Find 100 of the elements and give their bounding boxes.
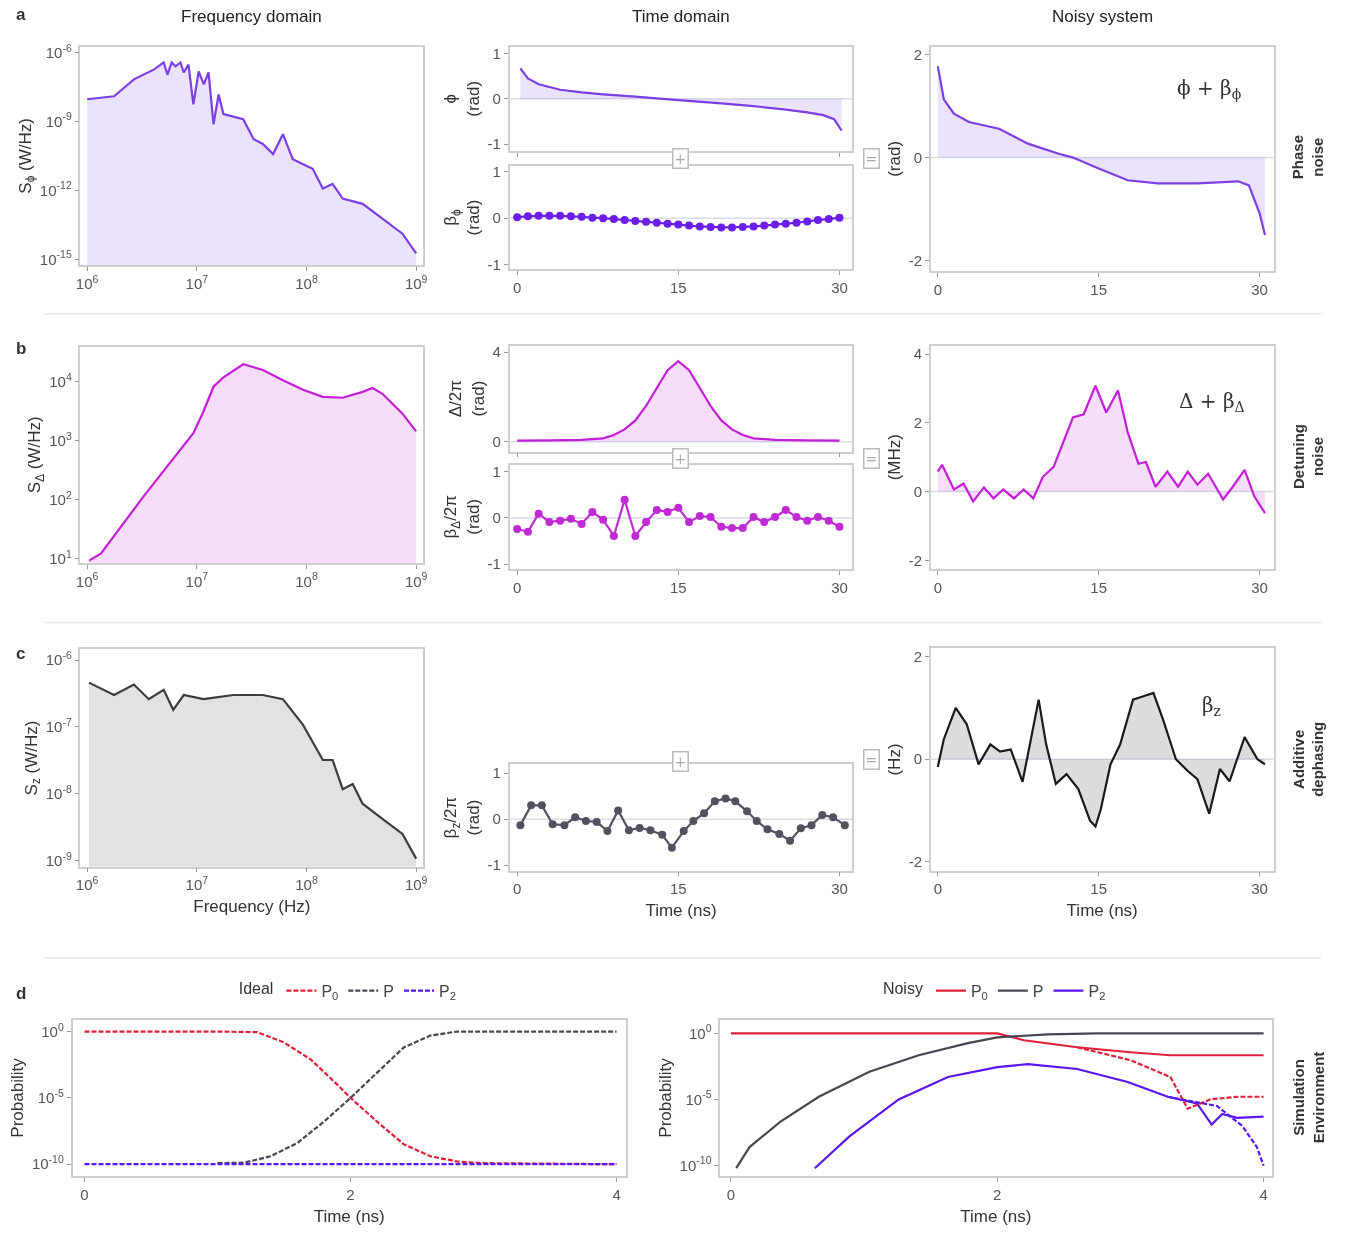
x-axis-title: Time (ns) bbox=[1066, 901, 1138, 921]
x-tick-label: 0 bbox=[933, 880, 942, 898]
x-axis-title: Time (ns) bbox=[645, 901, 717, 921]
point bbox=[571, 813, 580, 822]
x-tick-label: 10$^{6}$ bbox=[75, 874, 99, 894]
y-tick-label: 0 bbox=[492, 509, 501, 527]
point bbox=[824, 215, 833, 224]
point bbox=[689, 817, 698, 825]
point bbox=[545, 518, 554, 527]
point bbox=[646, 826, 655, 835]
point bbox=[760, 221, 769, 230]
point bbox=[749, 512, 758, 521]
point bbox=[685, 221, 694, 230]
x-tick-label: 10$^{7}$ bbox=[185, 874, 209, 894]
y-tick-label: 4 bbox=[492, 343, 501, 361]
y-tick-label: 10$^{2}$ bbox=[49, 488, 72, 509]
x-tick-label: 10$^{9}$ bbox=[404, 874, 428, 894]
y-tick-label: 10$^{3}$ bbox=[49, 429, 72, 450]
y-tick-label: 0 bbox=[492, 432, 501, 450]
x-tick-label: 10$^{8}$ bbox=[295, 874, 318, 894]
x-axis-title: Frequency (Hz) bbox=[193, 897, 311, 917]
point bbox=[728, 524, 737, 533]
line-series bbox=[813, 1063, 1265, 1170]
point bbox=[513, 213, 522, 222]
point bbox=[706, 222, 715, 231]
point bbox=[603, 827, 612, 836]
point bbox=[652, 506, 661, 515]
point bbox=[792, 512, 801, 521]
x-tick-label: 10$^{8}$ bbox=[295, 272, 318, 292]
point bbox=[743, 807, 752, 816]
point bbox=[516, 821, 525, 830]
point bbox=[792, 218, 801, 227]
point bbox=[685, 518, 694, 527]
text: = bbox=[865, 751, 878, 768]
x-tick-label: 0 bbox=[726, 1186, 736, 1204]
point bbox=[749, 222, 758, 231]
x-tick-label: 10$^{9}$ bbox=[404, 272, 428, 292]
point bbox=[620, 215, 629, 224]
legend-title: Noisy bbox=[882, 980, 923, 998]
y-tick-label: 1 bbox=[492, 462, 501, 480]
text: Detuning noise bbox=[1289, 424, 1327, 490]
y-axis-title: (rad) bbox=[884, 140, 904, 177]
y-tick-label: 10$^{-15}$ bbox=[39, 248, 72, 268]
y-tick-label: -1 bbox=[487, 856, 501, 874]
x-tick-label: 10$^{8}$ bbox=[295, 570, 318, 590]
y-axis-title: Probability bbox=[655, 1057, 675, 1138]
y-tick-label: 0 bbox=[492, 810, 501, 828]
x-tick-label: 30 bbox=[1251, 578, 1268, 596]
x-tick-label: 10$^{7}$ bbox=[185, 570, 209, 590]
point bbox=[674, 503, 683, 512]
y-tick-label: 0 bbox=[913, 482, 923, 500]
x-tick-label: 15 bbox=[669, 578, 687, 596]
x-tick-label: 2 bbox=[346, 1186, 355, 1204]
point bbox=[556, 516, 565, 525]
point bbox=[667, 843, 676, 852]
annotation: + bbox=[674, 753, 687, 770]
point bbox=[807, 821, 816, 830]
y-axis-title: ϕ (rad) bbox=[441, 80, 483, 117]
point bbox=[695, 512, 704, 521]
point bbox=[796, 824, 805, 833]
y-tick-label: 10$^{-5}$ bbox=[685, 1088, 712, 1108]
point bbox=[700, 809, 709, 818]
point bbox=[537, 801, 546, 810]
point bbox=[642, 217, 651, 226]
point bbox=[775, 829, 784, 838]
y-tick-label: 0 bbox=[492, 209, 501, 227]
y-tick-label: 10$^{-7}$ bbox=[45, 715, 72, 736]
point bbox=[534, 509, 543, 518]
text: c bbox=[16, 644, 26, 663]
x-tick-label: 0 bbox=[512, 278, 522, 296]
point bbox=[803, 516, 812, 525]
point bbox=[609, 531, 618, 540]
point bbox=[760, 518, 769, 527]
x-tick-label: 0 bbox=[80, 1186, 89, 1204]
line-series bbox=[83, 1030, 618, 1166]
x-tick-label: 15 bbox=[1090, 280, 1108, 298]
y-tick-label: 10$^{-10}$ bbox=[31, 1153, 64, 1173]
point bbox=[781, 506, 790, 515]
point bbox=[566, 514, 575, 523]
legend-label: P$_{0}$ bbox=[321, 982, 339, 1003]
point bbox=[523, 527, 532, 536]
x-tick-label: 30 bbox=[831, 278, 848, 296]
y-tick-label: 4 bbox=[913, 345, 923, 363]
point bbox=[609, 215, 618, 224]
y-tick-label: 10$^{0}$ bbox=[41, 1020, 64, 1040]
point bbox=[717, 522, 726, 531]
point bbox=[679, 827, 688, 836]
x-tick-label: 30 bbox=[831, 578, 848, 596]
y-axis-title: (MHz) bbox=[884, 434, 904, 481]
annotation: Δ + β$_{Δ}$ bbox=[1179, 389, 1245, 416]
y-tick-label: 1 bbox=[492, 44, 501, 62]
text: Simulation Environment bbox=[1290, 1051, 1327, 1144]
chart-title: Noisy system bbox=[1052, 7, 1154, 26]
y-tick-label: 10$^{-6}$ bbox=[45, 649, 72, 669]
x-tick-label: 4 bbox=[612, 1186, 621, 1204]
x-tick-label: 10$^{7}$ bbox=[185, 272, 209, 292]
y-tick-label: 0 bbox=[913, 148, 923, 166]
point bbox=[674, 220, 683, 229]
x-tick-label: 30 bbox=[1251, 280, 1268, 298]
point bbox=[771, 512, 780, 521]
